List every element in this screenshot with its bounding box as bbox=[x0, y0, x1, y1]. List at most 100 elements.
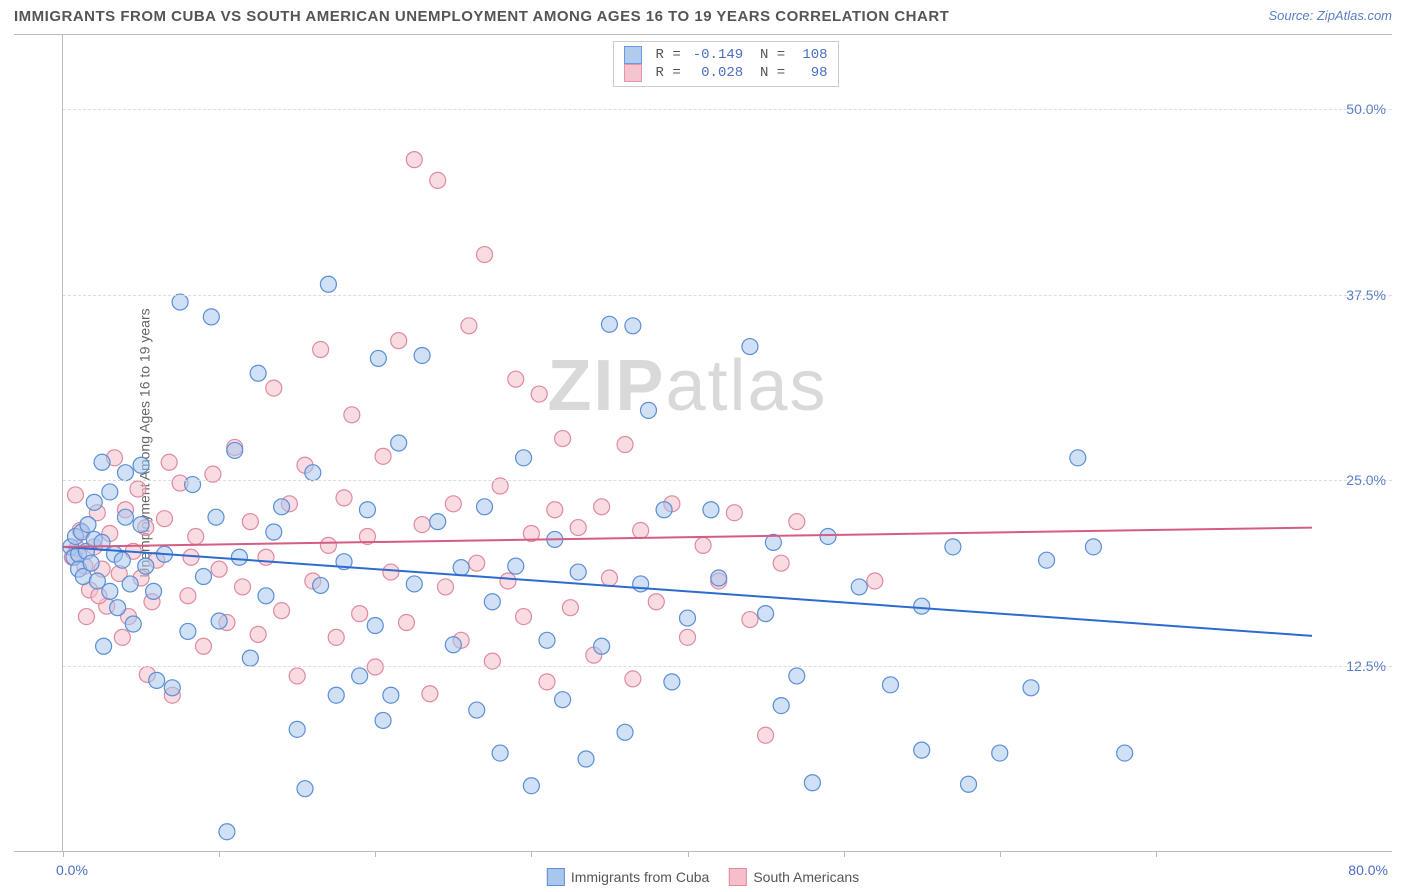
scatter-point-cuba bbox=[961, 776, 977, 792]
scatter-point-cuba bbox=[820, 528, 836, 544]
scatter-point-cuba bbox=[83, 555, 99, 571]
scatter-point-cuba bbox=[1023, 680, 1039, 696]
scatter-point-cuba bbox=[86, 494, 102, 510]
scatter-point-cuba bbox=[96, 638, 112, 654]
x-axis-labels: 0.0% 80.0% bbox=[14, 862, 1392, 886]
scatter-point-south bbox=[477, 247, 493, 263]
scatter-point-south bbox=[352, 606, 368, 622]
scatter-point-south bbox=[235, 579, 251, 595]
scatter-point-cuba bbox=[305, 465, 321, 481]
y-tick-label: 25.0% bbox=[1346, 472, 1386, 488]
scatter-point-cuba bbox=[477, 499, 493, 515]
scatter-point-cuba bbox=[992, 745, 1008, 761]
scatter-point-south bbox=[289, 668, 305, 684]
scatter-point-south bbox=[789, 514, 805, 530]
trend-line-south bbox=[63, 528, 1312, 547]
scatter-point-cuba bbox=[617, 724, 633, 740]
scatter-point-cuba bbox=[258, 588, 274, 604]
scatter-point-cuba bbox=[711, 570, 727, 586]
scatter-point-south bbox=[500, 573, 516, 589]
scatter-point-cuba bbox=[625, 318, 641, 334]
scatter-point-cuba bbox=[313, 577, 329, 593]
scatter-point-cuba bbox=[539, 632, 555, 648]
x-tick bbox=[1156, 851, 1157, 857]
scatter-point-south bbox=[680, 629, 696, 645]
scatter-point-south bbox=[383, 564, 399, 580]
scatter-point-cuba bbox=[80, 517, 96, 533]
x-tick bbox=[219, 851, 220, 857]
scatter-point-south bbox=[78, 609, 94, 625]
scatter-svg bbox=[63, 35, 1312, 851]
gridline bbox=[63, 666, 1392, 667]
chart-title: IMMIGRANTS FROM CUBA VS SOUTH AMERICAN U… bbox=[14, 8, 949, 25]
scatter-point-south bbox=[114, 629, 130, 645]
scatter-point-cuba bbox=[125, 616, 141, 632]
scatter-point-cuba bbox=[242, 650, 258, 666]
scatter-point-cuba bbox=[804, 775, 820, 791]
scatter-point-cuba bbox=[680, 610, 696, 626]
scatter-point-cuba bbox=[250, 365, 266, 381]
scatter-point-cuba bbox=[508, 558, 524, 574]
scatter-point-south bbox=[726, 505, 742, 521]
scatter-point-south bbox=[344, 407, 360, 423]
scatter-point-south bbox=[516, 609, 532, 625]
scatter-point-cuba bbox=[110, 600, 126, 616]
x-tick bbox=[844, 851, 845, 857]
scatter-point-south bbox=[196, 638, 212, 654]
scatter-point-cuba bbox=[375, 712, 391, 728]
scatter-point-cuba bbox=[414, 347, 430, 363]
scatter-point-south bbox=[211, 561, 227, 577]
scatter-point-cuba bbox=[516, 450, 532, 466]
source-label: Source: ZipAtlas.com bbox=[1268, 8, 1392, 23]
scatter-point-cuba bbox=[664, 674, 680, 690]
scatter-point-cuba bbox=[289, 721, 305, 737]
legend-swatch-cuba bbox=[624, 46, 642, 64]
scatter-point-cuba bbox=[945, 539, 961, 555]
scatter-point-cuba bbox=[274, 499, 290, 515]
scatter-point-cuba bbox=[320, 276, 336, 292]
scatter-point-south bbox=[758, 727, 774, 743]
scatter-point-cuba bbox=[122, 576, 138, 592]
scatter-point-cuba bbox=[138, 558, 154, 574]
gridline bbox=[63, 295, 1392, 296]
scatter-point-cuba bbox=[196, 569, 212, 585]
x-tick bbox=[1000, 851, 1001, 857]
scatter-point-south bbox=[469, 555, 485, 571]
scatter-point-cuba bbox=[633, 576, 649, 592]
scatter-point-cuba bbox=[640, 402, 656, 418]
scatter-point-cuba bbox=[383, 687, 399, 703]
stats-legend-row: R = 0.028 N = 98 bbox=[624, 64, 828, 82]
scatter-point-south bbox=[258, 549, 274, 565]
scatter-point-south bbox=[461, 318, 477, 334]
scatter-point-south bbox=[130, 481, 146, 497]
scatter-point-south bbox=[313, 342, 329, 358]
scatter-point-cuba bbox=[914, 598, 930, 614]
scatter-point-south bbox=[336, 490, 352, 506]
scatter-point-south bbox=[648, 594, 664, 610]
scatter-point-south bbox=[430, 172, 446, 188]
scatter-point-cuba bbox=[149, 672, 165, 688]
scatter-point-south bbox=[274, 603, 290, 619]
scatter-point-cuba bbox=[773, 698, 789, 714]
scatter-point-south bbox=[398, 615, 414, 631]
scatter-point-south bbox=[562, 600, 578, 616]
scatter-point-cuba bbox=[359, 502, 375, 518]
scatter-point-south bbox=[328, 629, 344, 645]
scatter-point-cuba bbox=[203, 309, 219, 325]
scatter-point-south bbox=[320, 537, 336, 553]
scatter-point-south bbox=[250, 626, 266, 642]
scatter-point-south bbox=[531, 386, 547, 402]
scatter-point-south bbox=[539, 674, 555, 690]
scatter-point-cuba bbox=[570, 564, 586, 580]
scatter-point-south bbox=[633, 523, 649, 539]
scatter-point-south bbox=[508, 371, 524, 387]
scatter-point-south bbox=[625, 671, 641, 687]
gridline bbox=[63, 109, 1392, 110]
chart-container: Unemployment Among Ages 16 to 19 years Z… bbox=[14, 34, 1392, 852]
scatter-point-cuba bbox=[185, 477, 201, 493]
scatter-point-cuba bbox=[266, 524, 282, 540]
scatter-point-cuba bbox=[851, 579, 867, 595]
scatter-point-cuba bbox=[133, 457, 149, 473]
scatter-point-cuba bbox=[469, 702, 485, 718]
scatter-point-south bbox=[555, 431, 571, 447]
